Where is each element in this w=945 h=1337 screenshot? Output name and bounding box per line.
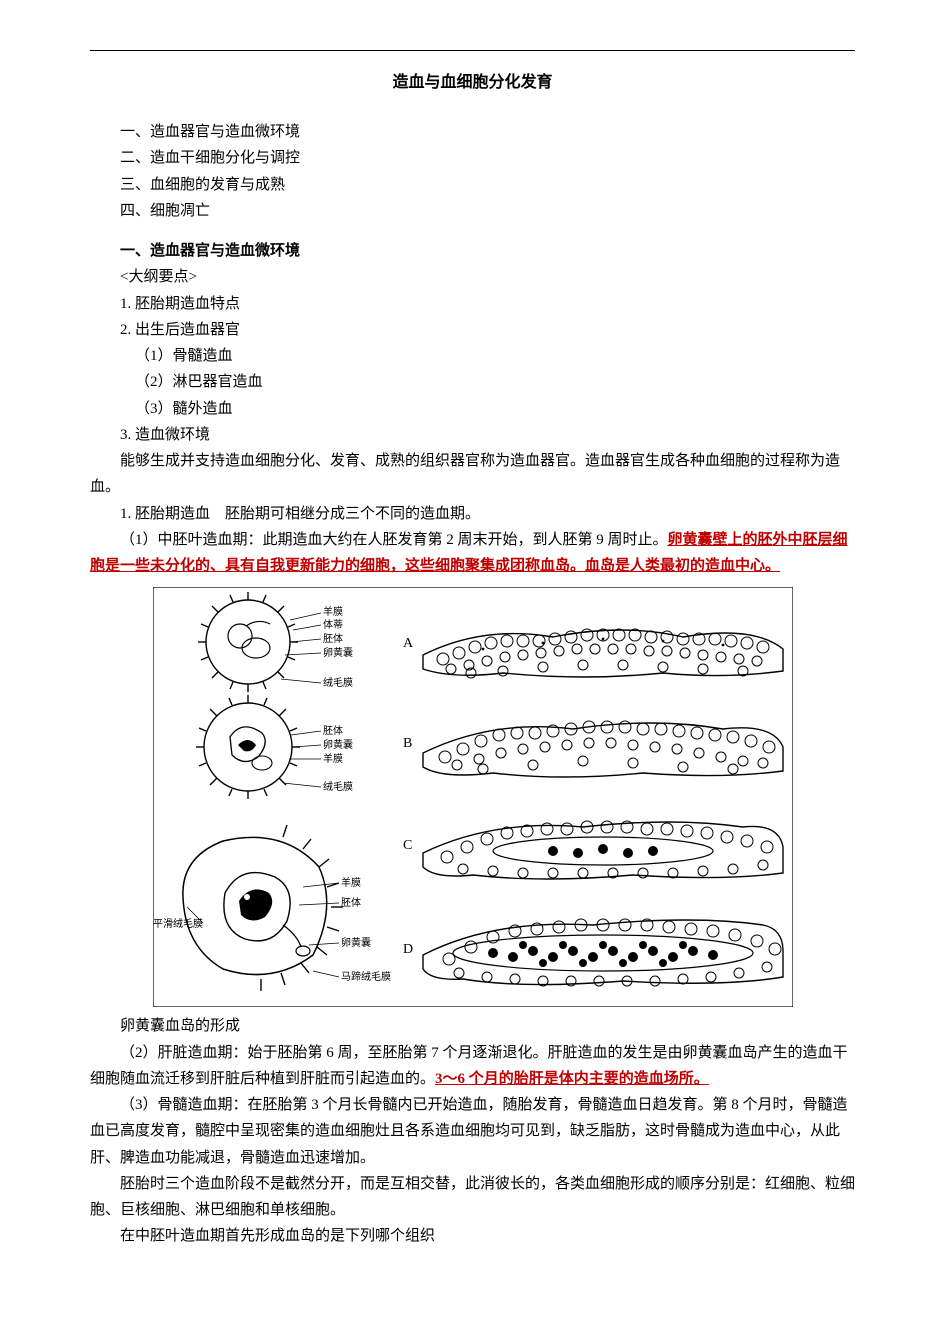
svg-text:卵黄囊: 卵黄囊 <box>323 646 353 659</box>
svg-text:C: C <box>403 838 412 853</box>
svg-text:D: D <box>403 942 413 957</box>
svg-text:体蒂: 体蒂 <box>323 619 343 631</box>
question: 在中胚叶造血期首先形成血岛的是下列哪个组织 <box>90 1223 855 1249</box>
document-page: 造血与血细胞分化发育 一、造血器官与造血微环境 二、造血干细胞分化与调控 三、血… <box>0 0 945 1290</box>
svg-text:胚体: 胚体 <box>323 633 343 645</box>
figure-caption: 卵黄囊血岛的形成 <box>90 1013 855 1039</box>
outline-2a: （1）骨髓造血 <box>90 343 855 369</box>
blood-island-figure: 羊膜 体蒂 胚体 卵黄囊 绒毛膜 <box>153 587 793 1007</box>
svg-text:卵黄囊: 卵黄囊 <box>323 738 353 751</box>
outline-2c: （3）髓外造血 <box>90 396 855 422</box>
svg-text:羊膜: 羊膜 <box>323 605 343 618</box>
p1-2-highlight: 3～6 个月的胎肝是体内主要的造血场所。 <box>435 1071 709 1087</box>
svg-text:卵黄囊: 卵黄囊 <box>341 936 371 949</box>
p1-lead: 1. 胚胎期造血 胚胎期可相继分成三个不同的造血期。 <box>90 501 855 527</box>
p1-1-text: （1）中胚叶造血期：此期造血大约在人胚发育第 2 周末开始，到人胚第 9 周时止… <box>120 532 668 548</box>
svg-text:胚体: 胚体 <box>341 897 361 909</box>
toc-item-1: 一、造血器官与造血微环境 <box>90 119 855 145</box>
smooth-chorion-label: 平滑绒毛膜 <box>153 917 203 930</box>
outline-2: 2. 出生后造血器官 <box>90 317 855 343</box>
outline-label: <大纲要点> <box>90 264 855 290</box>
section-1-heading: 一、造血器官与造血微环境 <box>90 238 855 264</box>
svg-text:绒毛膜: 绒毛膜 <box>323 780 353 793</box>
outline-2b: （2）淋巴器官造血 <box>90 369 855 395</box>
spacer <box>90 224 855 238</box>
intro-para: 能够生成并支持造血细胞分化、发育、成熟的组织器官称为造血器官。造血器官生成各种血… <box>90 448 855 501</box>
svg-text:A: A <box>403 636 414 651</box>
toc-item-3: 三、血细胞的发育与成熟 <box>90 172 855 198</box>
p1-3: （3）骨髓造血期：在胚胎第 3 个月长骨髓内已开始造血，随胎发育，骨髓造血日趋发… <box>90 1092 855 1171</box>
figure-svg: 羊膜 体蒂 胚体 卵黄囊 绒毛膜 <box>153 587 793 1007</box>
toc-item-2: 二、造血干细胞分化与调控 <box>90 145 855 171</box>
svg-text:羊膜: 羊膜 <box>323 752 343 765</box>
doc-title: 造血与血细胞分化发育 <box>90 69 855 97</box>
svg-text:羊膜: 羊膜 <box>341 876 361 889</box>
summary: 胚胎时三个造血阶段不是截然分开，而是互相交替，此消彼长的，各类血细胞形成的顺序分… <box>90 1171 855 1224</box>
svg-text:马蹄绒毛膜: 马蹄绒毛膜 <box>341 970 391 983</box>
toc-item-4: 四、细胞凋亡 <box>90 198 855 224</box>
outline-3: 3. 造血微环境 <box>90 422 855 448</box>
svg-text:B: B <box>403 736 412 751</box>
svg-text:绒毛膜: 绒毛膜 <box>323 676 353 689</box>
svg-text:胚体: 胚体 <box>323 725 343 737</box>
p1-1: （1）中胚叶造血期：此期造血大约在人胚发育第 2 周末开始，到人胚第 9 周时止… <box>90 527 855 580</box>
p1-2: （2）肝脏造血期：始于胚胎第 6 周，至胚胎第 7 个月逐渐退化。肝脏造血的发生… <box>90 1040 855 1093</box>
outline-1: 1. 胚胎期造血特点 <box>90 291 855 317</box>
top-rule <box>90 50 855 51</box>
